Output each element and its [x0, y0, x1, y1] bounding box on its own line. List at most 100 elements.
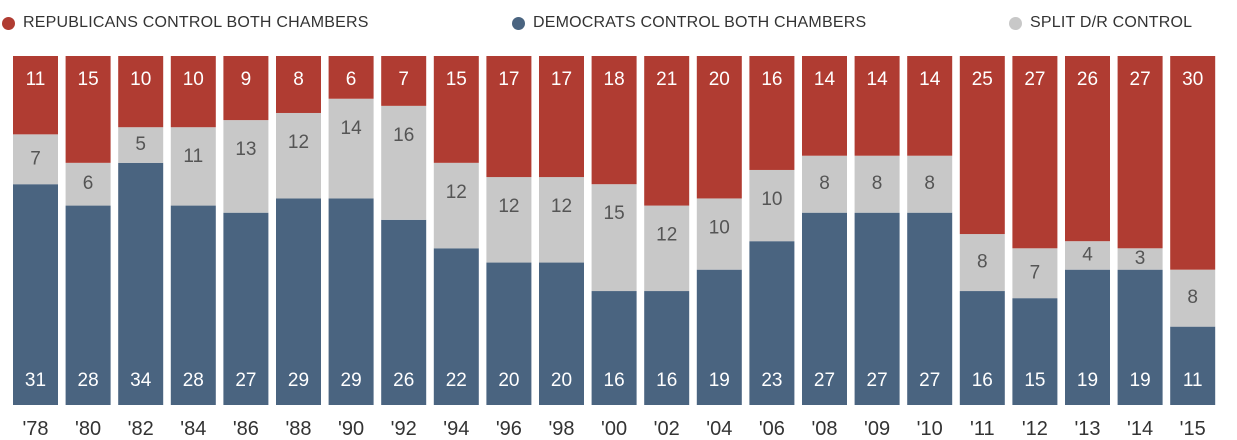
bar-democrats-14	[1117, 269, 1163, 405]
value-label-split-04: 10	[709, 217, 730, 238]
value-label-republicans-08: 14	[814, 69, 836, 90]
value-label-republicans-13: 26	[1077, 69, 1098, 90]
value-label-republicans-15: 30	[1182, 69, 1203, 90]
x-tick-label-14: '14	[1127, 418, 1153, 440]
value-label-republicans-00: 18	[604, 69, 625, 90]
value-label-republicans-12: 27	[1024, 69, 1045, 90]
value-label-republicans-88: 8	[293, 69, 304, 90]
value-label-split-80: 6	[83, 173, 94, 194]
bar-democrats-10	[907, 212, 953, 405]
value-label-democrats-00: 16	[604, 370, 625, 391]
legend-label-democrats: DEMOCRATS CONTROL BOTH CHAMBERS	[533, 14, 867, 31]
bar-split-96	[486, 177, 532, 263]
value-label-democrats-13: 19	[1077, 370, 1098, 391]
bar-split-88	[276, 112, 321, 199]
x-tick-label-90: '90	[338, 418, 364, 440]
x-tick-label-82: '82	[128, 418, 154, 440]
value-label-republicans-98: 17	[551, 69, 572, 90]
bar-republicans-82	[118, 56, 164, 128]
bar-democrats-12	[1012, 298, 1058, 405]
value-label-republicans-92: 7	[398, 69, 409, 90]
legend-swatch-split	[1009, 16, 1022, 30]
bar-split-08	[802, 155, 847, 213]
value-label-republicans-11: 25	[972, 69, 993, 90]
x-tick-label-84: '84	[180, 418, 206, 440]
bar-republicans-94	[433, 56, 479, 163]
x-tick-label-06: '06	[759, 418, 785, 440]
bar-democrats-02	[644, 291, 690, 405]
value-label-split-13: 4	[1082, 244, 1093, 265]
bar-republicans-98	[539, 56, 584, 178]
x-tick-label-10: '10	[917, 418, 943, 440]
bar-democrats-09	[854, 212, 900, 405]
value-label-split-09: 8	[872, 173, 883, 194]
bar-republicans-12	[1012, 56, 1058, 249]
value-label-democrats-98: 20	[551, 370, 572, 391]
bar-republicans-02	[644, 56, 690, 206]
bar-republicans-08	[802, 56, 847, 156]
x-tick-label-00: '00	[601, 418, 627, 440]
x-tick-label-88: '88	[285, 418, 311, 440]
legend-item-democrats: DEMOCRATS CONTROL BOTH CHAMBERS	[512, 12, 866, 34]
bar-split-10	[907, 155, 953, 213]
x-tick-label-15: '15	[1180, 418, 1206, 440]
bar-split-86	[223, 120, 269, 213]
value-label-democrats-12: 15	[1024, 370, 1045, 391]
x-tick-label-04: '04	[706, 418, 732, 440]
value-label-republicans-02: 21	[656, 69, 677, 90]
value-label-democrats-78: 31	[25, 370, 46, 391]
value-label-split-00: 15	[604, 203, 625, 224]
bar-split-02	[644, 205, 690, 292]
bar-republicans-11	[959, 56, 1005, 235]
bar-republicans-84	[170, 56, 216, 128]
bar-split-92	[381, 105, 427, 220]
bar-democrats-88	[276, 198, 321, 405]
value-label-democrats-06: 23	[761, 370, 782, 391]
value-label-split-10: 8	[924, 173, 935, 194]
x-tick-label-94: '94	[443, 418, 469, 440]
legend-swatch-republicans	[2, 16, 15, 30]
value-label-split-96: 12	[498, 196, 519, 217]
legend-swatch-democrats	[512, 16, 525, 30]
bar-split-82	[118, 127, 164, 163]
bar-democrats-86	[223, 212, 269, 405]
value-label-democrats-86: 27	[235, 370, 256, 391]
value-label-republicans-96: 17	[498, 69, 519, 90]
bar-democrats-11	[959, 291, 1005, 405]
bar-republicans-00	[591, 56, 637, 185]
bar-republicans-15	[1170, 56, 1216, 270]
value-label-split-90: 14	[341, 118, 363, 139]
value-label-split-78: 7	[30, 148, 41, 169]
value-label-split-08: 8	[819, 173, 830, 194]
bar-split-80	[65, 162, 111, 206]
value-label-democrats-14: 19	[1130, 370, 1151, 391]
value-label-democrats-10: 27	[919, 370, 940, 391]
value-label-democrats-08: 27	[814, 370, 835, 391]
bar-split-11	[959, 234, 1005, 292]
x-tick-label-78: '78	[22, 418, 48, 440]
value-label-split-06: 10	[761, 189, 782, 210]
x-tick-label-09: '09	[864, 418, 890, 440]
bar-republicans-96	[486, 56, 532, 178]
bar-republicans-90	[328, 56, 374, 99]
value-label-split-94: 12	[446, 182, 467, 203]
bar-split-15	[1170, 269, 1216, 327]
value-label-split-12: 7	[1030, 262, 1041, 283]
bar-split-04	[696, 198, 742, 270]
bar-democrats-98	[539, 262, 584, 405]
bar-republicans-78	[13, 56, 58, 135]
bar-democrats-94	[433, 248, 479, 405]
value-label-republicans-80: 15	[78, 69, 99, 90]
value-label-democrats-88: 29	[288, 370, 309, 391]
bar-split-09	[854, 155, 900, 213]
value-label-republicans-84: 10	[183, 69, 204, 90]
value-label-democrats-90: 29	[341, 370, 362, 391]
bar-democrats-82	[118, 162, 164, 405]
bar-republicans-14	[1117, 56, 1163, 249]
bar-republicans-06	[749, 56, 795, 170]
value-label-republicans-82: 10	[130, 69, 151, 90]
value-label-democrats-80: 28	[78, 370, 99, 391]
value-label-republicans-06: 16	[761, 69, 782, 90]
value-label-republicans-09: 14	[867, 69, 889, 90]
value-label-democrats-84: 28	[183, 370, 204, 391]
